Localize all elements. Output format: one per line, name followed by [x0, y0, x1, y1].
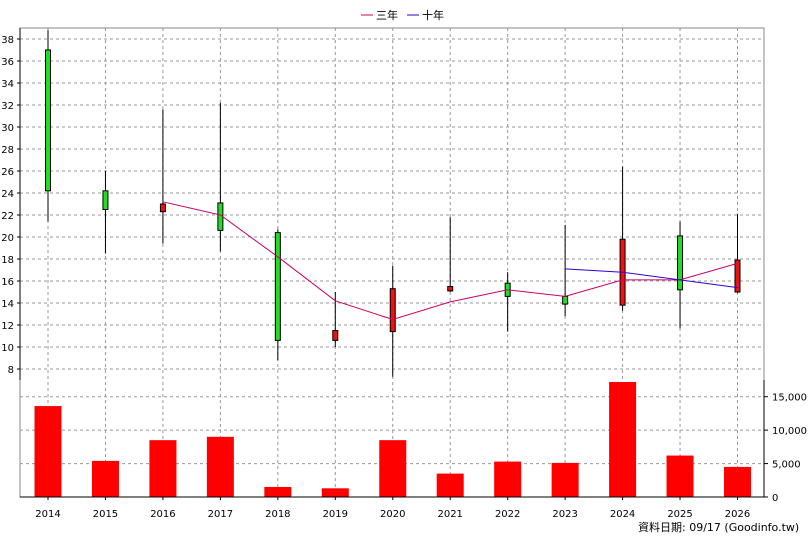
- ma-line: [162, 201, 738, 321]
- candle-body: [562, 295, 569, 305]
- candle-body: [447, 286, 454, 292]
- x-tick-label: 2020: [380, 509, 405, 520]
- volume-bar: [206, 436, 234, 497]
- volume-bar: [724, 466, 751, 497]
- volume-bar: [666, 455, 694, 497]
- price-tick-label: 22: [1, 211, 14, 222]
- x-axis: 2014 2015 2016 2017 2018 2019 2020 2021 2022 2023…: [35, 497, 750, 520]
- x-tick-label: 2021: [437, 509, 462, 520]
- volume-bar: [379, 440, 407, 497]
- price-tick-label: 10: [1, 343, 14, 354]
- candle-body: [274, 232, 281, 341]
- legend: 三年 十年: [361, 8, 444, 22]
- price-tick-label: 14: [1, 299, 14, 310]
- legend-label: 三年: [376, 8, 398, 22]
- volume-tick-label: 15,000: [772, 393, 807, 404]
- candle-body: [45, 49, 51, 192]
- source-label: 資料日期: 09/17 (Goodinfo.tw): [638, 520, 799, 534]
- price-tick-label: 20: [1, 233, 14, 244]
- volume-bar: [149, 440, 177, 497]
- volume-bar: [91, 460, 119, 497]
- volume-bar: [34, 406, 62, 497]
- legend-label: 十年: [422, 8, 444, 22]
- x-tick-label: 2024: [610, 509, 635, 520]
- x-tick-label: 2026: [725, 509, 750, 520]
- volume-bar: [609, 382, 637, 497]
- x-tick-label: 2015: [93, 509, 118, 520]
- price-tick-label: 38: [1, 35, 14, 46]
- x-tick-label: 2023: [552, 509, 577, 520]
- volume-bar: [551, 462, 579, 497]
- candle-body: [734, 259, 741, 293]
- x-tick-label: 2018: [265, 509, 290, 520]
- price-tick-label: 18: [1, 255, 14, 266]
- candle-body: [389, 288, 396, 333]
- price-tick-label: 30: [1, 123, 14, 134]
- price-panel: 8 10 12 14 16 18 20 22 24 26 28 30 32 34 36 38: [1, 27, 765, 498]
- candle-body: [159, 203, 166, 213]
- price-tick-label: 26: [1, 167, 14, 178]
- price-tick-label: 32: [1, 101, 14, 112]
- x-tick-label: 2022: [495, 509, 520, 520]
- volume-bar: [264, 486, 292, 497]
- price-tick-label: 34: [1, 79, 14, 90]
- volume-tick-label: 5,000: [772, 460, 801, 471]
- ma-line: [565, 268, 738, 289]
- price-tick-label: 16: [1, 277, 14, 288]
- volume-tick-label: 0: [772, 493, 778, 504]
- candle-body: [332, 330, 339, 341]
- x-tick-label: 2025: [667, 509, 692, 520]
- candle-body: [677, 235, 684, 291]
- volume-panel: 0 5,000 10,000 15,000: [20, 380, 807, 504]
- x-tick-label: 2019: [323, 509, 348, 520]
- candle-body: [102, 190, 109, 211]
- volume-tick-label: 10,000: [772, 426, 807, 437]
- price-tick-label: 28: [1, 145, 14, 156]
- x-tick-label: 2016: [150, 509, 175, 520]
- price-tick-label: 8: [8, 365, 14, 376]
- price-tick-label: 12: [1, 321, 14, 332]
- volume-bar: [494, 461, 522, 497]
- volume-bar: [321, 488, 349, 497]
- x-tick-label: 2017: [208, 509, 233, 520]
- x-tick-label: 2014: [35, 509, 60, 520]
- volume-bar: [436, 473, 464, 497]
- price-tick-label: 24: [1, 189, 14, 200]
- price-tick-label: 36: [1, 57, 14, 68]
